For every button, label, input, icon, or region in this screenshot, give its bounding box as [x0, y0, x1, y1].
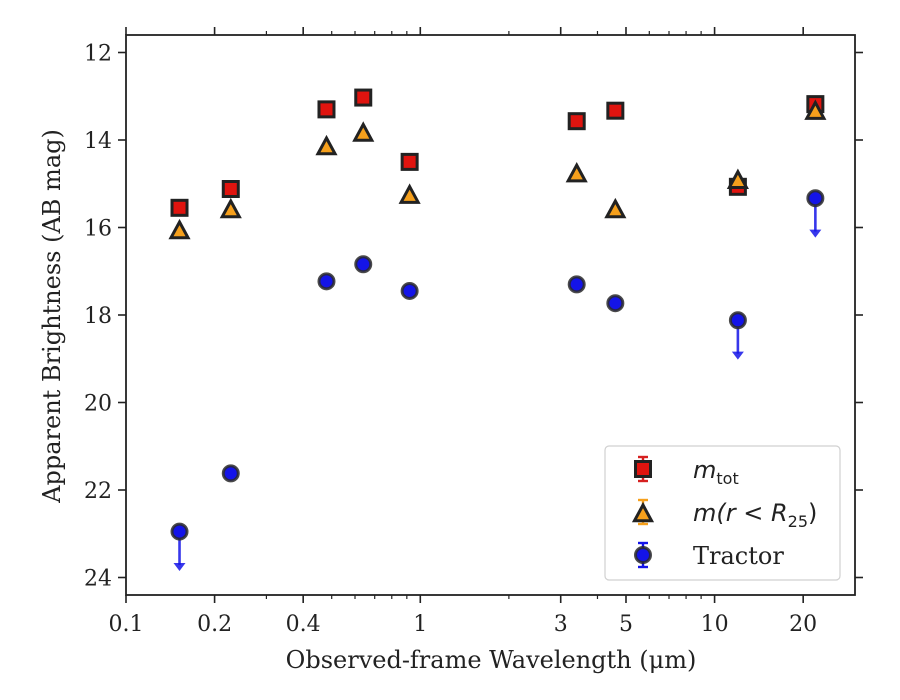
tractor-point [354, 255, 373, 274]
x-tick-label: 0.2 [197, 612, 232, 637]
m_r25-point [604, 197, 627, 219]
tractor-point [317, 272, 336, 291]
m_r25-point [352, 121, 375, 142]
y-tick-label: 24 [84, 567, 112, 592]
series-tractor [170, 189, 825, 571]
legend: mtot m(r < R25) Tractor [604, 445, 841, 581]
tractor-point [806, 189, 825, 208]
x-tick-label: 3 [554, 612, 568, 637]
m_tot-point [170, 198, 189, 217]
series-m_r25 [168, 99, 827, 240]
upper-limit-arrowhead [809, 229, 822, 238]
y-axis-label: Apparent Brightness (AB mag) [38, 129, 66, 504]
data-marks [168, 88, 827, 571]
m_tot-point [606, 101, 625, 120]
m_r25-point [804, 99, 827, 120]
y-tick-label: 16 [84, 217, 112, 242]
y-tick-label: 12 [84, 42, 112, 67]
x-tick-label: 1 [413, 612, 427, 637]
m_r25-point [565, 161, 588, 183]
legend-box [604, 445, 841, 581]
x-tick-label: 10 [701, 612, 729, 637]
tractor-point [567, 275, 586, 294]
y-tick-label: 20 [84, 392, 112, 417]
legend-entry: Tractor [634, 541, 784, 570]
tractor-point [606, 294, 625, 313]
x-axis-label: Observed-frame Wavelength (μm) [286, 646, 697, 674]
y-tick-label: 14 [84, 129, 112, 154]
m_tot-point [567, 112, 586, 131]
m_tot-point [317, 100, 336, 119]
x-tick-label: 5 [619, 612, 633, 637]
m_tot-point [400, 152, 419, 171]
legend-label: Tractor [693, 542, 784, 570]
m_r25-point [315, 134, 338, 156]
m_tot-point [221, 180, 240, 198]
m_tot-point [354, 88, 373, 107]
legend-entry: mtot [634, 455, 739, 488]
tractor-point [400, 281, 419, 300]
tractor-point [728, 311, 747, 330]
plot-border [125, 34, 856, 596]
m_r25-point [219, 197, 242, 219]
m_r25-point [398, 183, 421, 204]
y-tick-label: 22 [84, 479, 112, 504]
legend-entry: m(r < R25) [631, 498, 817, 531]
y-tick-label: 18 [84, 304, 112, 329]
axis-ticks: 0.1 0.2 0.4 1 3 5 10 20 12 14 16 18 20 22 24 [84, 27, 863, 637]
legend-label: mtot [693, 456, 739, 488]
m_r25-point [726, 168, 749, 189]
x-tick-label: 20 [789, 612, 817, 637]
plot-frame [125, 34, 856, 596]
legend-marker [634, 460, 652, 478]
tractor-point [170, 522, 189, 541]
upper-limit-arrowhead [731, 351, 744, 360]
legend-marker [631, 501, 655, 523]
legend-label: m(r < R25) [693, 499, 817, 531]
upper-limit-arrowhead [173, 562, 186, 571]
m_r25-point [168, 218, 191, 240]
x-tick-label: 0.4 [286, 612, 321, 637]
legend-marker [634, 546, 652, 564]
tractor-point [221, 464, 240, 483]
x-tick-label: 0.1 [109, 612, 144, 637]
